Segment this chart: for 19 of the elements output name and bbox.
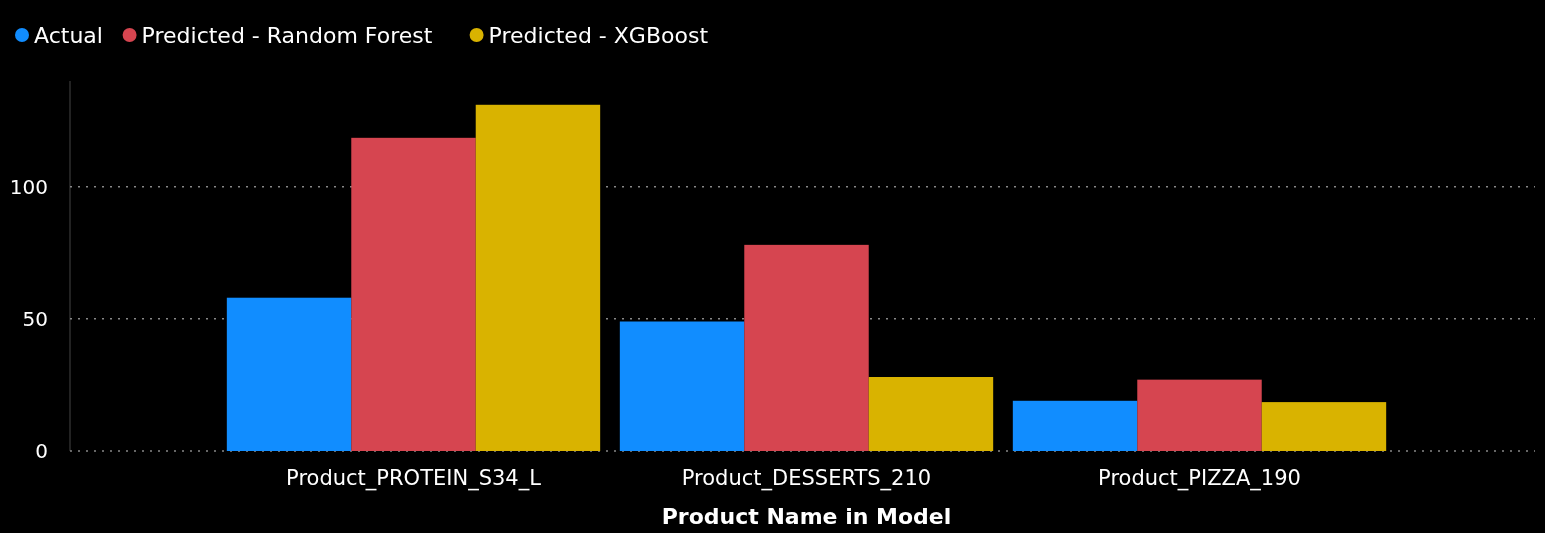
legend-label: Actual <box>34 23 103 48</box>
y-tick-label: 50 <box>22 306 48 331</box>
legend-label: Predicted - Random Forest <box>141 23 433 48</box>
legend-label: Predicted - XGBoost <box>488 23 709 48</box>
bar <box>226 297 352 451</box>
y-tick-label: 0 <box>35 439 48 463</box>
bar <box>744 244 869 451</box>
x-tick-label: Product_DESSERTS_210 <box>681 466 932 491</box>
bar <box>1012 400 1138 451</box>
bar <box>1137 379 1262 451</box>
bar <box>1261 402 1387 451</box>
x-tick-label: Product_PROTEIN_S34_L <box>286 466 542 491</box>
bar <box>475 104 601 451</box>
bar <box>351 137 476 451</box>
bar <box>619 321 745 451</box>
y-tick-label: 100 <box>9 174 48 199</box>
x-tick-label: Product_PIZZA_190 <box>1098 466 1301 491</box>
x-axis-title: Product Name in Model <box>661 504 952 529</box>
bar <box>868 377 994 451</box>
